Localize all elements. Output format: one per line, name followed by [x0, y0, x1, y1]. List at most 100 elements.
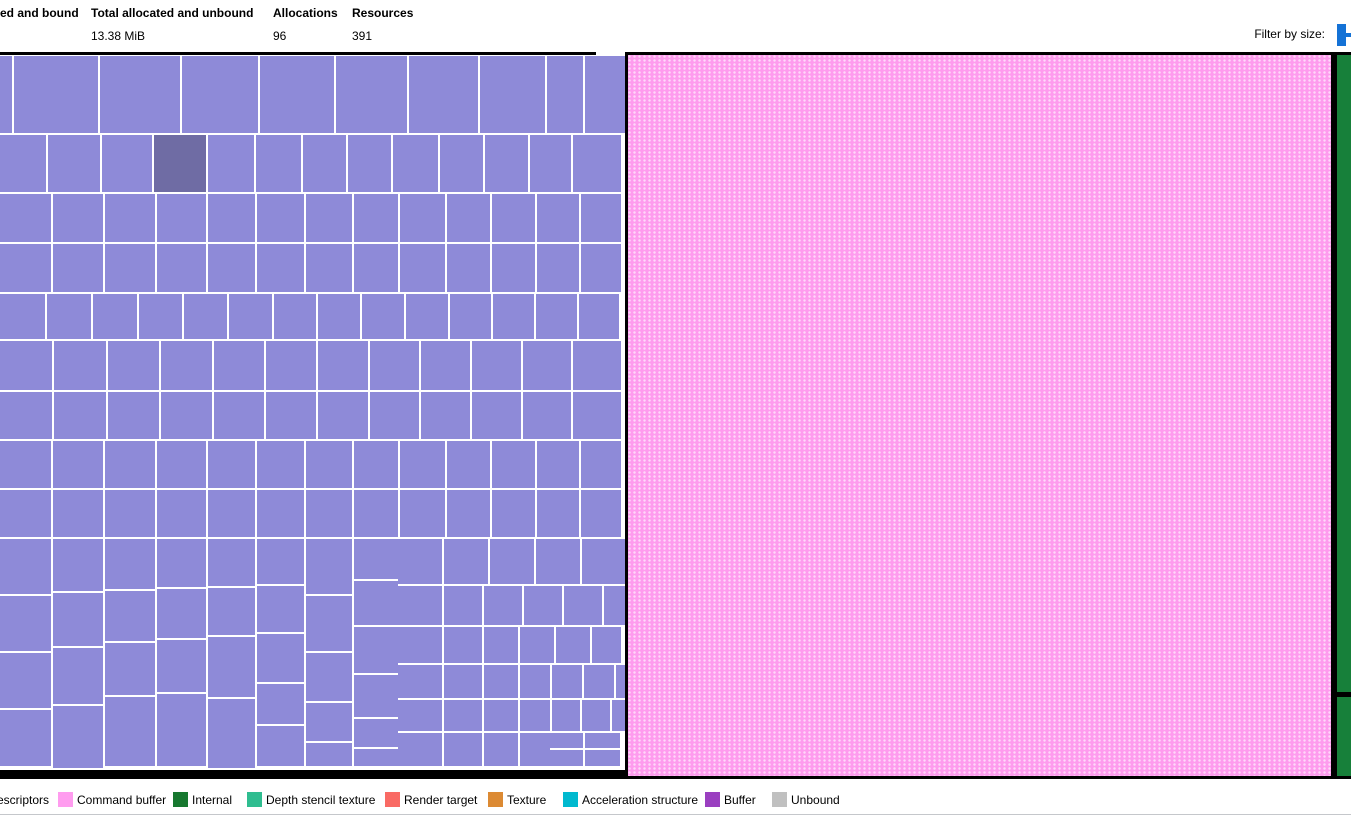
treemap-cell[interactable] [536, 294, 577, 339]
treemap-cell[interactable] [354, 194, 398, 242]
treemap-cell[interactable] [257, 586, 304, 632]
treemap-cell[interactable] [450, 294, 491, 339]
treemap-cell[interactable] [208, 135, 254, 192]
treemap-cell[interactable] [100, 56, 180, 133]
treemap-cell[interactable] [208, 539, 255, 586]
treemap-cell[interactable] [354, 749, 398, 766]
treemap-cell[interactable] [53, 706, 103, 768]
treemap-cell[interactable] [616, 665, 625, 698]
treemap-cell[interactable] [490, 539, 534, 584]
treemap-cell[interactable] [157, 490, 206, 537]
treemap-cell[interactable] [581, 441, 621, 488]
treemap-cell[interactable] [398, 733, 442, 766]
treemap-cell[interactable] [400, 441, 445, 488]
treemap-cell[interactable] [584, 665, 614, 698]
treemap-cell[interactable] [582, 539, 625, 584]
treemap-cell[interactable] [53, 593, 103, 646]
treemap-cell[interactable] [54, 392, 106, 439]
treemap-cell[interactable] [548, 733, 583, 748]
treemap-cell[interactable] [472, 341, 521, 390]
treemap-cell[interactable] [53, 244, 103, 292]
treemap-cell[interactable] [306, 244, 352, 292]
treemap-cell[interactable] [157, 539, 206, 587]
treemap-cell[interactable] [484, 665, 518, 698]
treemap-cell[interactable] [208, 699, 255, 768]
treemap-cell[interactable] [208, 244, 255, 292]
treemap-cell[interactable] [447, 490, 490, 537]
treemap-cell[interactable] [582, 700, 610, 731]
treemap-cell[interactable] [318, 392, 368, 439]
treemap-cell[interactable] [537, 441, 579, 488]
treemap-cell[interactable] [14, 56, 98, 133]
treemap-cell[interactable] [370, 341, 419, 390]
treemap-cell[interactable] [306, 490, 352, 537]
treemap-cell[interactable] [306, 703, 352, 741]
treemap-cell[interactable] [229, 294, 272, 339]
treemap-cell[interactable] [157, 589, 206, 638]
treemap-cell[interactable] [306, 441, 352, 488]
treemap-cell[interactable] [93, 294, 137, 339]
treemap-cell[interactable] [105, 194, 155, 242]
treemap-cell[interactable] [208, 588, 255, 635]
treemap-cell[interactable] [354, 490, 398, 537]
treemap-cell[interactable] [0, 653, 51, 708]
treemap-cell[interactable] [604, 586, 625, 625]
treemap-cell[interactable] [564, 586, 602, 625]
treemap-cell[interactable] [400, 490, 445, 537]
treemap-cell[interactable] [274, 294, 316, 339]
treemap-cell[interactable] [354, 675, 398, 717]
treemap-cell[interactable] [105, 591, 155, 641]
treemap-cell[interactable] [520, 700, 550, 731]
treemap-cell[interactable] [257, 441, 304, 488]
treemap-cell[interactable] [182, 56, 258, 133]
treemap-cell[interactable] [530, 135, 571, 192]
treemap-cell[interactable] [306, 596, 352, 651]
treemap-cell[interactable] [492, 441, 535, 488]
treemap-cell-selected[interactable] [154, 135, 206, 192]
treemap-cell[interactable] [484, 700, 518, 731]
treemap-cell[interactable] [537, 244, 579, 292]
treemap-cell[interactable] [266, 341, 316, 390]
treemap-cell[interactable] [523, 341, 571, 390]
treemap-cell[interactable] [444, 733, 482, 766]
treemap-cell[interactable] [157, 441, 206, 488]
treemap-cell[interactable] [370, 392, 419, 439]
treemap-cell[interactable] [556, 627, 590, 663]
treemap-cell[interactable] [547, 56, 583, 133]
treemap-cell[interactable] [421, 341, 470, 390]
treemap-cell[interactable] [105, 441, 155, 488]
treemap-cell[interactable] [585, 56, 625, 133]
treemap-cell[interactable] [472, 392, 521, 439]
treemap-cell[interactable] [208, 194, 255, 242]
treemap-cell[interactable] [484, 586, 522, 625]
treemap-cell[interactable] [0, 194, 51, 242]
size-filter-slider-rail[interactable] [1345, 33, 1351, 37]
treemap-cell[interactable] [105, 643, 155, 695]
treemap-cell[interactable] [53, 648, 103, 704]
treemap-cell[interactable] [157, 640, 206, 692]
treemap-cell[interactable] [306, 539, 352, 594]
treemap-cell[interactable] [318, 341, 368, 390]
treemap-cell[interactable] [520, 733, 550, 766]
treemap-cell[interactable] [105, 244, 155, 292]
treemap-cell[interactable] [406, 294, 448, 339]
treemap-cell[interactable] [348, 135, 391, 192]
treemap-cell[interactable] [444, 586, 482, 625]
treemap-cell[interactable] [552, 700, 580, 731]
treemap-cell[interactable] [398, 700, 442, 731]
treemap-cell[interactable] [444, 627, 482, 663]
treemap-cell[interactable] [157, 694, 206, 766]
treemap-cell[interactable] [0, 135, 46, 192]
treemap-cell[interactable] [306, 743, 352, 766]
treemap-cell[interactable] [536, 539, 580, 584]
treemap-cell[interactable] [552, 665, 582, 698]
command-buffer-block[interactable] [625, 52, 1334, 779]
treemap-cell[interactable] [0, 596, 51, 651]
treemap-cell[interactable] [0, 56, 12, 133]
treemap-cell[interactable] [444, 539, 488, 584]
treemap-cell[interactable] [257, 490, 304, 537]
treemap-cell[interactable] [484, 733, 518, 766]
treemap-cell[interactable] [579, 294, 619, 339]
treemap-cell[interactable] [47, 294, 91, 339]
treemap-cell[interactable] [492, 490, 535, 537]
